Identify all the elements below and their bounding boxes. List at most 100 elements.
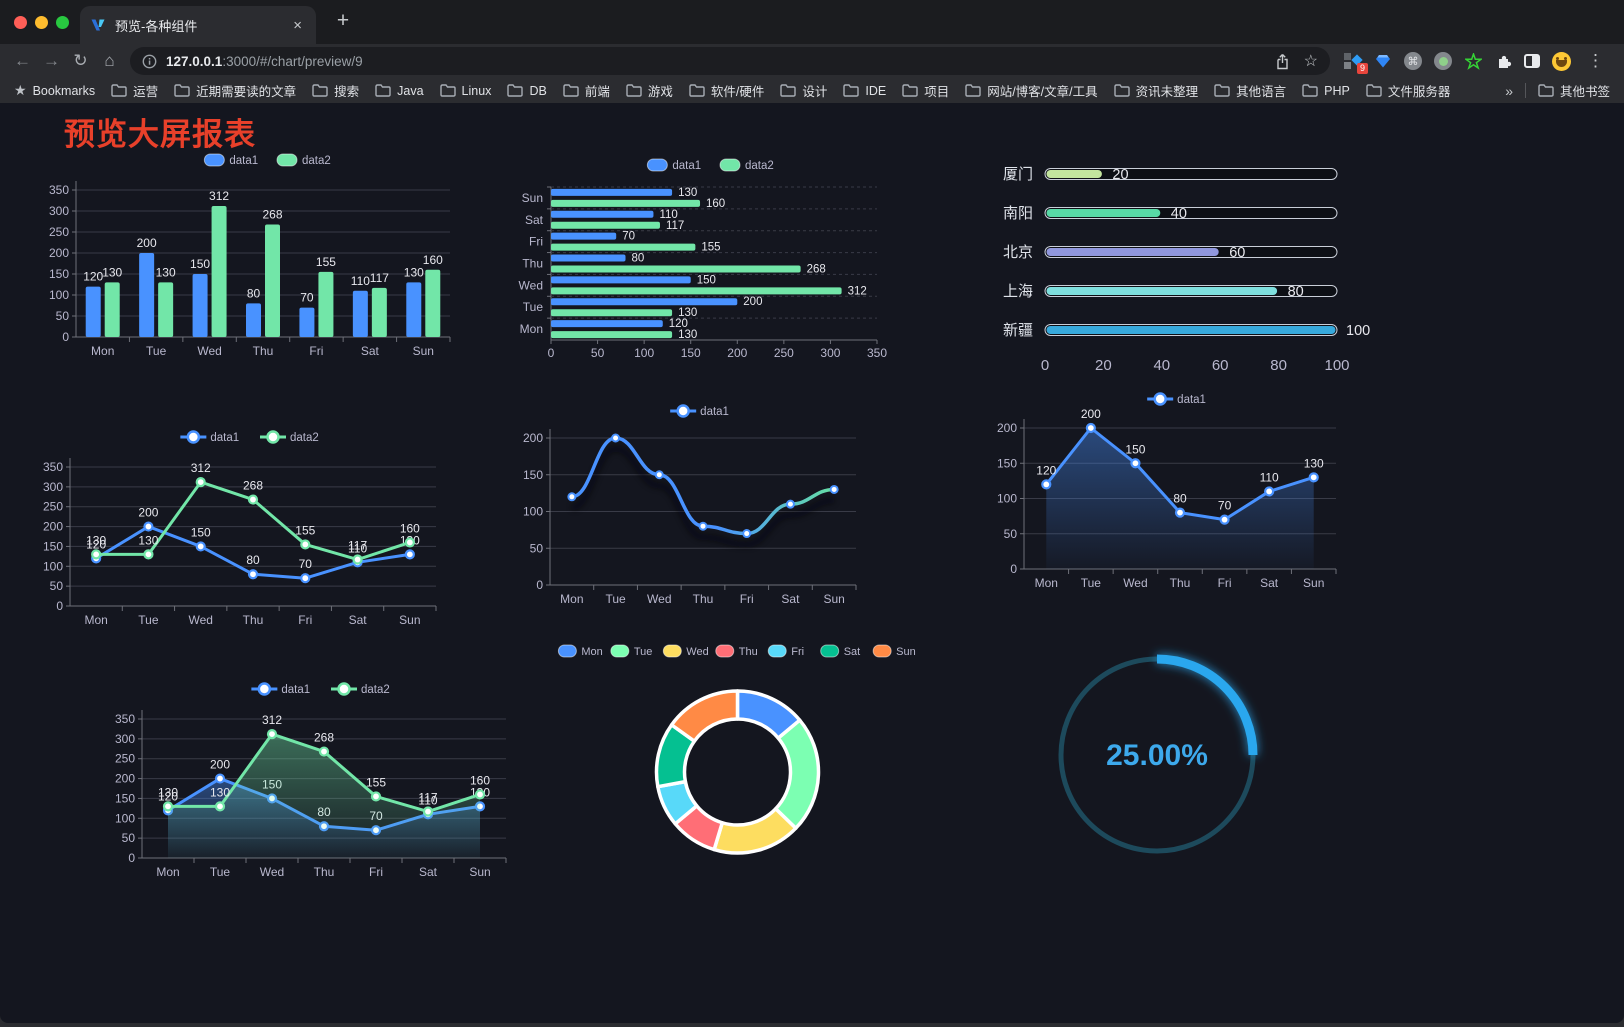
bookmark-item[interactable]: 网站/博客/文章/工具 — [965, 81, 1098, 100]
forward-button[interactable]: → — [43, 51, 60, 70]
svg-text:data1: data1 — [672, 160, 701, 172]
bookmark-star-icon[interactable]: ☆ — [1303, 53, 1318, 70]
bookmark-item[interactable]: 文件服务器 — [1366, 81, 1450, 100]
bookmark-item[interactable]: 游戏 — [626, 81, 673, 100]
svg-text:0: 0 — [548, 346, 555, 360]
chart-line-area[interactable]: 0 50 100 150 200 Mon Tue Wed Thu Fri Sat Sun 120 200 1… — [982, 390, 1350, 602]
svg-text:250: 250 — [774, 346, 794, 360]
minimize-window-button[interactable] — [35, 16, 48, 29]
new-tab-button[interactable]: + — [336, 9, 350, 32]
close-window-button[interactable] — [14, 16, 27, 29]
bookmark-item[interactable]: 前端 — [563, 81, 610, 100]
bookmark-item[interactable]: 近期需要读的文章 — [174, 81, 296, 100]
back-button[interactable]: ← — [14, 51, 31, 70]
svg-text:Thu: Thu — [693, 592, 714, 606]
bookmarks-root[interactable]: ★ Bookmarks — [14, 82, 95, 99]
extensions-puzzle-icon[interactable] — [1494, 52, 1512, 70]
other-bookmarks-button[interactable]: 其他书签 — [1538, 81, 1610, 100]
home-button[interactable]: ⌂ — [104, 51, 115, 70]
bookmark-item[interactable]: 项目 — [902, 81, 949, 100]
svg-text:Sun: Sun — [1303, 576, 1324, 590]
folder-icon — [1538, 84, 1554, 97]
chart-line-area-two[interactable]: 0 50 100 150 200 250 300 350 Mon Tue Wed Thu Fri Sat S… — [108, 673, 520, 891]
bookmark-item[interactable]: 其他语言 — [1214, 81, 1286, 100]
svg-text:130: 130 — [138, 533, 158, 547]
bookmarks-right: » 其他书签 — [1505, 81, 1610, 100]
svg-text:Tue: Tue — [605, 592, 626, 606]
svg-text:70: 70 — [1218, 499, 1232, 513]
bookmark-item[interactable]: 资讯未整理 — [1113, 81, 1198, 100]
svg-text:50: 50 — [591, 346, 605, 360]
folder-icon — [902, 84, 918, 97]
bookmarks-divider — [1524, 83, 1526, 98]
chart-donut[interactable]: Mon Tue Wed Thu Fri Sat Sun — [555, 635, 920, 897]
bookmark-item[interactable]: 搜索 — [312, 81, 359, 100]
svg-text:200: 200 — [137, 236, 157, 250]
svg-text:200: 200 — [1081, 407, 1101, 421]
folder-icon — [507, 84, 524, 97]
reload-button[interactable]: ↻ — [73, 51, 88, 70]
bookmark-item[interactable]: Java — [375, 81, 424, 100]
browser-menu-icon[interactable]: ⋮ — [1587, 51, 1604, 70]
svg-text:350: 350 — [43, 460, 63, 474]
side-panel-icon[interactable] — [1524, 54, 1540, 68]
chart-grouped-bar[interactable]: 0 50 100 150 200 250 300 350 Mon Tue Wed Thu Fri Sat S… — [40, 147, 460, 365]
svg-text:130: 130 — [156, 265, 176, 279]
svg-text:312: 312 — [262, 713, 282, 727]
tab-close-icon[interactable]: × — [293, 16, 302, 34]
extension-grid-icon[interactable]: 9 — [1344, 52, 1368, 74]
chart-progress-bars[interactable]: 厦门 20 南阳 40 北京 60 上海 80 新疆 100 0 20 40 60 80 100 — [985, 150, 1380, 385]
svg-text:data1: data1 — [700, 406, 729, 418]
svg-text:120: 120 — [158, 789, 178, 803]
folder-icon — [689, 84, 705, 97]
svg-text:Tue: Tue — [1081, 576, 1102, 590]
site-info-icon[interactable] — [142, 54, 157, 69]
folder-icon — [1302, 84, 1318, 97]
svg-text:155: 155 — [701, 242, 720, 254]
svg-text:312: 312 — [209, 189, 229, 203]
chart-line-gradient[interactable]: 0 50 100 150 200 Mon Tue Wed Thu Fri Sat Sun data1 — [500, 400, 872, 618]
bookmark-item[interactable]: 软件/硬件 — [689, 81, 764, 100]
window-controls — [14, 16, 69, 29]
svg-text:268: 268 — [243, 479, 263, 493]
favicon — [91, 19, 105, 31]
bookmark-item[interactable]: 设计 — [780, 81, 827, 100]
address-bar[interactable]: 127.0.0.1:3000/#/chart/preview/9 ☆ — [130, 47, 1330, 75]
svg-text:80: 80 — [632, 253, 645, 265]
bookmark-item[interactable]: PHP — [1302, 81, 1350, 100]
extension-recorder-icon[interactable] — [1434, 52, 1452, 70]
folder-icon — [780, 84, 797, 97]
svg-text:Sat: Sat — [781, 592, 800, 606]
svg-text:Fri: Fri — [298, 613, 312, 627]
browser-tab[interactable]: 预览-各种组件 × — [80, 6, 316, 44]
svg-text:312: 312 — [191, 461, 211, 475]
svg-text:350: 350 — [115, 712, 135, 726]
extension-command-icon[interactable]: ⌘ — [1404, 52, 1422, 70]
emoji-extension-icon[interactable] — [1552, 51, 1571, 71]
share-icon[interactable] — [1275, 53, 1290, 70]
extension-gem-icon[interactable] — [1374, 52, 1392, 70]
zoom-window-button[interactable] — [56, 16, 69, 29]
bookmark-item[interactable]: 运营 — [111, 81, 158, 100]
bookmark-label: 软件/硬件 — [710, 85, 765, 99]
svg-text:Mon: Mon — [1035, 576, 1058, 590]
chart-gauge-progress[interactable]: 25.00% — [1040, 640, 1275, 875]
extension-green-star-icon[interactable] — [1464, 52, 1482, 70]
url-text[interactable]: 127.0.0.1:3000/#/chart/preview/9 — [166, 54, 1261, 69]
bookmark-item[interactable]: IDE — [843, 81, 886, 100]
svg-text:60: 60 — [1229, 245, 1245, 261]
folder-icon — [111, 84, 127, 97]
bookmarks-label: Bookmarks — [32, 83, 96, 98]
bookmarks-overflow-icon[interactable]: » — [1505, 82, 1513, 99]
bookmark-item[interactable]: DB — [507, 81, 547, 100]
bookmark-label: Linux — [461, 83, 492, 98]
svg-text:117: 117 — [370, 271, 389, 285]
chart-line-two-series[interactable]: 0 50 100 150 200 250 300 350 Mon Tue Wed Thu Fri Sat S… — [30, 421, 450, 639]
folder-icon — [375, 84, 391, 97]
svg-text:200: 200 — [43, 520, 63, 534]
svg-text:Sun: Sun — [413, 344, 434, 358]
svg-text:Wed: Wed — [519, 278, 543, 292]
bookmark-label: 其他语言 — [1236, 85, 1287, 99]
bookmark-item[interactable]: Linux — [439, 81, 492, 100]
